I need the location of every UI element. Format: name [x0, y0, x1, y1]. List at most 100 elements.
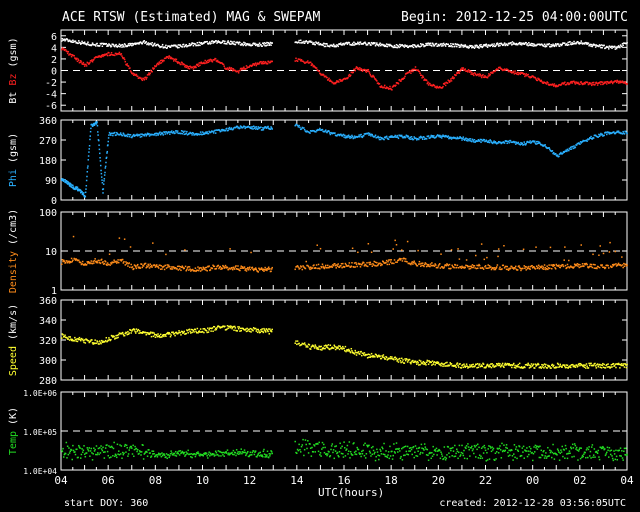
data-point-phi	[390, 136, 393, 138]
data-point-bz	[507, 69, 509, 71]
data-point-speed	[626, 363, 628, 366]
data-point-speed	[201, 330, 204, 333]
data-point-bt	[490, 44, 493, 46]
data-point-bz	[566, 83, 568, 86]
data-point-bz	[581, 82, 583, 85]
data-point-phi	[617, 130, 620, 132]
data-point-density	[164, 264, 167, 267]
data-point-speed	[104, 340, 106, 343]
data-point-speed	[491, 363, 493, 365]
data-point-bz	[366, 70, 369, 73]
data-point-phi	[103, 178, 106, 180]
data-point-bz	[541, 80, 543, 83]
data-point-temp	[146, 451, 148, 453]
data-point-bt	[105, 42, 108, 45]
data-point-speed	[425, 364, 427, 366]
data-point-phi	[399, 134, 402, 137]
data-point-bt	[64, 40, 66, 42]
data-point-temp	[67, 453, 70, 456]
data-point-bt	[426, 42, 429, 45]
data-point-phi	[608, 133, 611, 135]
data-point-phi	[499, 141, 502, 144]
data-point-density	[442, 267, 445, 269]
data-point-phi	[70, 183, 72, 186]
data-point-density	[130, 263, 132, 266]
data-point-density	[371, 265, 374, 267]
data-point-phi	[351, 134, 353, 137]
data-point-phi	[235, 126, 237, 129]
data-point-bt	[357, 41, 359, 44]
data-point-speed	[502, 365, 505, 368]
data-point-bz	[525, 73, 527, 75]
data-point-bt	[518, 41, 521, 44]
data-point-density	[450, 267, 452, 270]
data-point-bt	[454, 45, 456, 48]
data-point-bt	[370, 41, 373, 44]
data-point-bt	[416, 45, 418, 48]
data-point-bz	[573, 81, 576, 84]
data-point-speed	[127, 330, 129, 333]
data-point-density	[324, 266, 326, 268]
data-point-phi	[132, 134, 134, 137]
data-point-speed	[478, 364, 480, 366]
data-point-bz	[83, 63, 85, 66]
data-point-bz	[594, 83, 596, 86]
data-point-bt	[152, 44, 155, 47]
data-point-speed	[382, 354, 385, 356]
data-point-bz	[476, 74, 478, 76]
data-point-phi	[537, 142, 540, 144]
data-point-bz	[85, 63, 87, 66]
data-point-temp	[124, 443, 127, 446]
data-point-density	[507, 268, 509, 271]
data-point-speed	[336, 346, 339, 348]
data-point-bt	[110, 45, 113, 47]
data-point-bz	[562, 82, 564, 84]
data-point-speed	[304, 344, 307, 346]
data-point-density	[241, 267, 243, 269]
data-point-speed	[74, 338, 77, 341]
data-point-speed	[179, 331, 182, 334]
data-point-density	[109, 264, 111, 266]
data-point-density	[221, 267, 223, 270]
data-point-density	[326, 267, 328, 269]
data-point-speed	[70, 338, 72, 340]
data-point-speed	[170, 334, 172, 336]
data-point-density	[469, 265, 471, 268]
data-point-phi	[174, 132, 176, 134]
data-point-bt	[608, 48, 610, 50]
data-point-phi	[257, 126, 260, 128]
data-point-speed	[606, 363, 608, 366]
data-point-density	[336, 265, 339, 267]
data-point-bt	[306, 40, 308, 43]
data-point-bz	[547, 81, 549, 84]
data-point-density	[249, 268, 252, 271]
data-point-temp	[89, 455, 91, 457]
data-point-bt	[66, 38, 68, 40]
data-point-phi	[395, 136, 398, 138]
data-point-bt	[112, 44, 115, 46]
data-point-speed	[209, 327, 212, 330]
data-point-temp	[102, 451, 105, 454]
data-point-density	[222, 265, 225, 268]
data-point-bz	[399, 78, 401, 81]
data-point-phi	[421, 137, 423, 139]
data-point-speed	[154, 336, 157, 339]
data-point-bt	[595, 44, 598, 46]
data-point-temp	[178, 454, 181, 456]
data-point-phi	[75, 186, 78, 188]
data-point-bz	[228, 66, 231, 69]
data-point-bz	[248, 66, 250, 68]
data-point-speed	[617, 362, 620, 365]
data-point-temp	[81, 448, 83, 450]
data-point-bt	[188, 43, 191, 45]
data-point-density	[178, 268, 181, 270]
data-point-bz	[258, 62, 261, 64]
data-point-bz	[560, 84, 562, 86]
data-point-bz	[176, 62, 179, 64]
data-point-bt	[266, 44, 269, 46]
data-point-phi	[597, 136, 600, 138]
data-point-density	[351, 247, 354, 250]
data-point-temp	[154, 455, 157, 457]
data-point-bz	[378, 82, 381, 85]
data-point-speed	[181, 330, 184, 333]
